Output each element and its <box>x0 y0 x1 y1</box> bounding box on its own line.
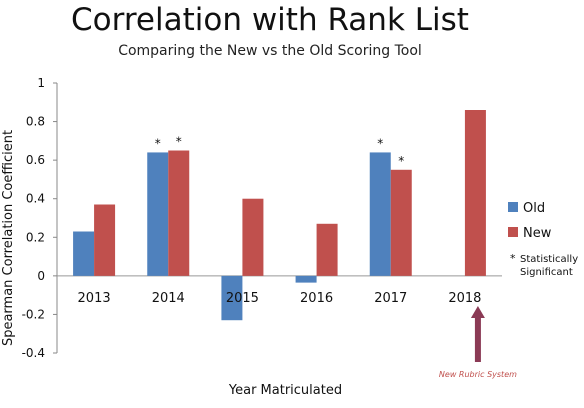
y-tick-label: 1 <box>37 76 45 90</box>
legend-label-old: Old <box>523 201 545 216</box>
y-axis-ticks: 1 0.8 0.6 0.4 0.2 0 -0.2 -0.4 <box>22 76 57 360</box>
annotation-label: New Rubric System <box>439 370 517 379</box>
x-tick-label-2016: 2016 <box>300 291 333 306</box>
bars-group <box>73 110 486 321</box>
legend: Old New * Statistically Significant <box>508 201 578 278</box>
legend-label-new: New <box>523 226 552 241</box>
annotation-arrow-shaft <box>474 316 481 362</box>
x-tick-label-2015: 2015 <box>226 291 259 306</box>
bar-new-2017 <box>390 169 412 276</box>
bar-old-2016 <box>295 275 317 283</box>
y-tick-label: -0.4 <box>22 346 45 360</box>
bar-new-2014 <box>168 150 190 276</box>
x-tick-label-2018: 2018 <box>448 291 481 306</box>
bar-old-2015 <box>221 275 243 321</box>
significance-marker: * <box>398 154 404 168</box>
y-tick-label: 0.4 <box>26 192 45 206</box>
y-tick-label: 0.6 <box>26 153 45 167</box>
y-tick-label: 0.8 <box>26 115 45 129</box>
legend-note-marker: * <box>510 252 516 265</box>
legend-swatch-old <box>508 202 518 212</box>
significance-markers: * * * * <box>155 135 405 168</box>
significance-marker: * <box>377 136 383 150</box>
significance-marker: * <box>155 136 161 150</box>
x-axis-label: Year Matriculated <box>228 383 342 398</box>
x-tick-label-2017: 2017 <box>374 291 407 306</box>
legend-note-line1: Statistically <box>520 254 578 265</box>
y-tick-label: 0 <box>37 269 45 283</box>
bar-new-2018 <box>464 110 486 276</box>
bar-old-2014 <box>147 152 169 276</box>
bar-old-2013 <box>73 231 95 276</box>
bar-new-2013 <box>94 204 116 276</box>
x-tick-label-2013: 2013 <box>78 291 111 306</box>
y-tick-label: -0.2 <box>22 307 45 321</box>
chart-subtitle: Comparing the New vs the Old Scoring Too… <box>118 43 422 59</box>
y-tick-label: 0.2 <box>26 230 45 244</box>
annotation-group: New Rubric System <box>439 306 517 379</box>
bar-new-2015 <box>242 198 264 276</box>
y-axis-label: Spearman Correlation Coefficient <box>1 130 16 346</box>
legend-note-line2: Significant <box>520 267 573 278</box>
bar-new-2016 <box>316 223 338 276</box>
significance-marker: * <box>176 135 182 149</box>
bar-old-2017 <box>369 152 391 276</box>
chart-title: Correlation with Rank List <box>71 2 469 38</box>
annotation-arrow-head <box>470 306 485 318</box>
legend-swatch-new <box>508 227 518 237</box>
x-tick-labels: 2013 2014 2015 2016 2017 2018 <box>78 291 482 306</box>
x-tick-label-2014: 2014 <box>152 291 185 306</box>
